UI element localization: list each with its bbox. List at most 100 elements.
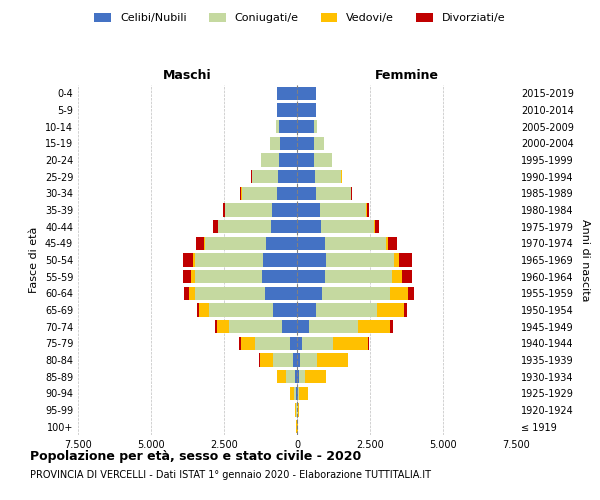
Bar <box>297 120 314 134</box>
Bar <box>297 170 315 183</box>
Bar <box>297 354 300 366</box>
Bar <box>278 170 297 183</box>
Bar <box>226 204 272 216</box>
Bar <box>286 370 295 384</box>
Bar <box>293 354 297 366</box>
Bar <box>297 270 325 283</box>
Bar <box>294 386 296 400</box>
Bar <box>299 370 305 384</box>
Bar <box>297 236 325 250</box>
Bar <box>271 220 297 234</box>
Bar <box>402 270 412 283</box>
Bar <box>277 370 286 384</box>
Bar <box>408 286 414 300</box>
Bar <box>279 154 297 166</box>
Bar <box>295 404 296 416</box>
Bar <box>297 336 302 350</box>
Bar <box>297 104 316 117</box>
Bar <box>252 170 278 183</box>
Bar <box>358 320 391 334</box>
Bar <box>404 304 407 316</box>
Bar <box>326 254 394 266</box>
Bar <box>215 320 217 334</box>
Bar <box>197 304 199 316</box>
Y-axis label: Anni di nascita: Anni di nascita <box>580 218 590 301</box>
Bar <box>270 136 280 150</box>
Bar <box>367 204 369 216</box>
Bar <box>297 86 316 100</box>
Bar <box>214 220 218 234</box>
Bar <box>273 304 297 316</box>
Bar <box>314 136 323 150</box>
Bar <box>183 254 193 266</box>
Bar <box>265 286 297 300</box>
Bar <box>260 354 273 366</box>
Bar <box>262 154 279 166</box>
Bar <box>217 320 229 334</box>
Bar <box>276 120 279 134</box>
Bar <box>195 254 263 266</box>
Bar <box>297 154 314 166</box>
Bar <box>239 336 241 350</box>
Bar <box>325 236 386 250</box>
Bar <box>298 404 299 416</box>
Bar <box>223 204 225 216</box>
Bar <box>368 336 370 350</box>
Bar <box>242 186 277 200</box>
Bar <box>277 104 297 117</box>
Bar <box>259 354 260 366</box>
Bar <box>305 370 326 384</box>
Bar <box>392 270 402 283</box>
Bar <box>277 186 297 200</box>
Bar <box>297 386 298 400</box>
Bar <box>195 270 262 283</box>
Bar <box>394 254 400 266</box>
Bar <box>218 220 271 234</box>
Text: Popolazione per età, sesso e stato civile - 2020: Popolazione per età, sesso e stato civil… <box>30 450 361 463</box>
Text: PROVINCIA DI VERCELLI - Dati ISTAT 1° gennaio 2020 - Elaborazione TUTTITALIA.IT: PROVINCIA DI VERCELLI - Dati ISTAT 1° ge… <box>30 470 431 480</box>
Bar <box>388 236 397 250</box>
Bar <box>196 236 204 250</box>
Bar <box>195 286 265 300</box>
Bar <box>299 386 308 400</box>
Bar <box>255 336 290 350</box>
Bar <box>391 320 393 334</box>
Bar <box>273 354 293 366</box>
Bar <box>263 254 297 266</box>
Bar <box>297 304 316 316</box>
Bar <box>183 270 191 283</box>
Bar <box>400 254 412 266</box>
Bar <box>297 136 314 150</box>
Bar <box>297 320 308 334</box>
Bar <box>193 254 195 266</box>
Bar <box>204 236 205 250</box>
Bar <box>391 286 408 300</box>
Bar <box>315 170 341 183</box>
Bar <box>297 370 299 384</box>
Bar <box>314 154 332 166</box>
Bar <box>333 336 368 350</box>
Bar <box>297 254 326 266</box>
Bar <box>209 304 273 316</box>
Bar <box>322 286 391 300</box>
Bar <box>321 220 374 234</box>
Bar <box>205 236 266 250</box>
Bar <box>347 354 348 366</box>
Bar <box>296 386 297 400</box>
Bar <box>320 204 367 216</box>
Bar <box>374 220 379 234</box>
Bar <box>272 204 297 216</box>
Bar <box>241 336 255 350</box>
Bar <box>297 204 320 216</box>
Text: Maschi: Maschi <box>163 68 212 82</box>
Bar <box>189 286 195 300</box>
Bar <box>314 120 317 134</box>
Bar <box>317 354 347 366</box>
Bar <box>308 320 358 334</box>
Bar <box>351 186 352 200</box>
Bar <box>262 270 297 283</box>
Bar <box>280 136 297 150</box>
Bar <box>295 370 297 384</box>
Bar <box>290 386 294 400</box>
Bar <box>377 304 404 316</box>
